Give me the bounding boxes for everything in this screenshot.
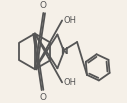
Text: OH: OH — [64, 78, 77, 87]
Text: O: O — [40, 93, 47, 102]
Text: OH: OH — [64, 16, 77, 25]
Text: N: N — [60, 47, 68, 56]
Text: O: O — [40, 1, 47, 10]
